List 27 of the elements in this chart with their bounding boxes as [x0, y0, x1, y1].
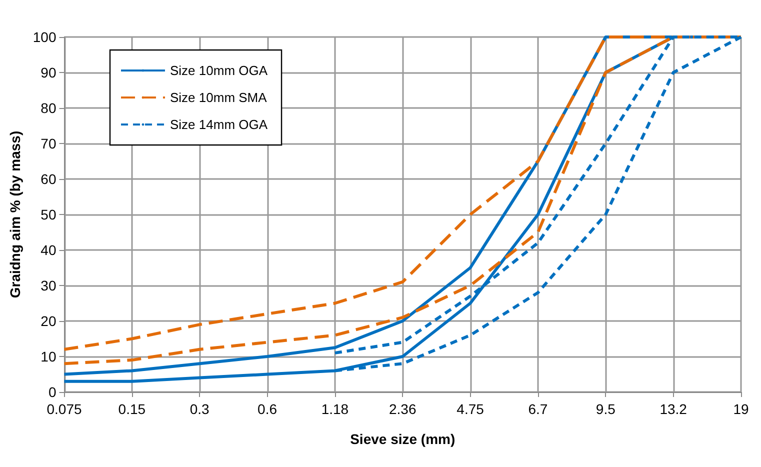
x-tick-label: 4.75 [456, 401, 484, 417]
x-tick-label: 1.18 [321, 401, 349, 417]
legend-label: Size 10mm SMA [170, 90, 268, 105]
y-tick-label: 0 [48, 384, 56, 400]
x-tick-label: 0.6 [258, 401, 278, 417]
legend-label: Size 14mm OGA [170, 117, 268, 132]
x-tick-label: 19 [733, 401, 749, 417]
x-tick-label: 6.7 [528, 401, 548, 417]
x-tick-label: 13.2 [660, 401, 688, 417]
y-tick-label: 60 [40, 171, 56, 187]
y-tick-label: 100 [32, 29, 56, 45]
y-tick-label: 30 [40, 278, 56, 294]
y-tick-label: 90 [40, 64, 56, 80]
y-tick-label: 70 [40, 136, 56, 152]
legend-label: Size 10mm OGA [170, 63, 268, 78]
y-tick-label: 80 [40, 100, 56, 116]
x-tick-label: 0.15 [118, 401, 146, 417]
y-tick-label: 40 [40, 242, 56, 258]
x-tick-label: 9.5 [596, 401, 616, 417]
y-tick-label: 20 [40, 313, 56, 329]
x-tick-label: 2.36 [389, 401, 416, 417]
y-tick-label: 10 [40, 348, 56, 364]
x-tick-label: 0.3 [190, 401, 210, 417]
y-axis-title: Graidng aim % (by mass) [7, 130, 23, 298]
y-tick-label: 50 [40, 206, 56, 222]
x-axis-title: Sieve size (mm) [350, 431, 456, 447]
x-tick-label: 0.075 [46, 401, 82, 417]
